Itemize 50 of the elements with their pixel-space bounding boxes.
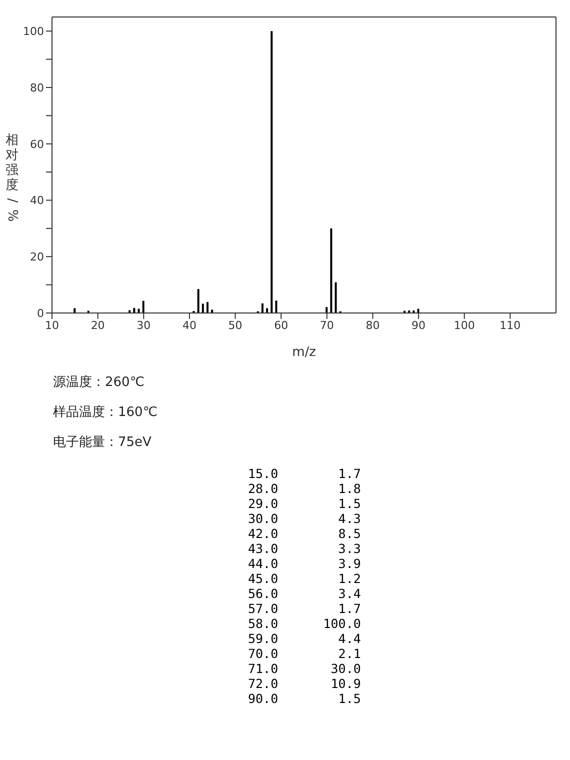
bar bbox=[74, 308, 76, 313]
text: 45.0 1.2 bbox=[248, 571, 362, 586]
text: 57.0 1.7 bbox=[248, 601, 362, 616]
y-tick-label: 100 bbox=[23, 25, 44, 38]
y-tick-label: 20 bbox=[30, 250, 44, 264]
bar bbox=[275, 300, 278, 313]
y-tick-label: 60 bbox=[30, 138, 44, 151]
text: 43.0 3.3 bbox=[248, 541, 362, 556]
bar bbox=[266, 308, 268, 313]
text: 70.0 2.1 bbox=[248, 646, 362, 661]
text: 样品温度：160℃ bbox=[53, 404, 158, 422]
text: 源温度：260℃ bbox=[53, 374, 146, 392]
text: 58.0 100.0 bbox=[248, 616, 362, 631]
x-tick-label: 70 bbox=[320, 318, 334, 332]
text: 42.0 8.5 bbox=[248, 526, 362, 541]
y-tick-label: 80 bbox=[30, 81, 44, 94]
bar bbox=[270, 31, 273, 313]
text: 29.0 1.5 bbox=[248, 496, 362, 511]
bar bbox=[261, 303, 264, 313]
bar bbox=[334, 282, 337, 313]
text: 72.0 10.9 bbox=[248, 676, 362, 691]
x-tick-label: 40 bbox=[182, 318, 196, 332]
x-tick-label: 60 bbox=[274, 318, 288, 332]
text: 电子能量：75eV bbox=[53, 434, 152, 452]
text: 71.0 30.0 bbox=[248, 661, 362, 676]
x-axis-title: m/z bbox=[292, 345, 316, 360]
bar bbox=[142, 300, 144, 313]
text: 44.0 3.9 bbox=[248, 556, 362, 571]
bar bbox=[197, 289, 200, 313]
bar bbox=[206, 302, 208, 313]
text: 30.0 4.3 bbox=[248, 511, 362, 526]
text: 15.0 1.7 bbox=[248, 466, 362, 481]
y-axis-title: 相对强度/% bbox=[4, 133, 20, 224]
text: 90.0 1.5 bbox=[248, 691, 362, 706]
x-tick-label: 20 bbox=[90, 318, 105, 332]
text: 56.0 3.4 bbox=[248, 586, 362, 601]
y-tick-label: 0 bbox=[37, 306, 44, 320]
bar bbox=[202, 304, 204, 313]
x-tick-label: 10 bbox=[45, 318, 59, 332]
x-tick-label: 100 bbox=[454, 318, 475, 332]
x-tick-label: 110 bbox=[500, 318, 521, 332]
x-tick-label: 80 bbox=[366, 318, 380, 332]
x-tick-label: 50 bbox=[228, 318, 242, 332]
bar bbox=[326, 307, 328, 313]
x-tick-label: 30 bbox=[136, 318, 151, 332]
x-tick-label: 90 bbox=[412, 318, 426, 332]
text: 28.0 1.8 bbox=[248, 481, 362, 496]
bar bbox=[330, 228, 332, 313]
text: 59.0 4.4 bbox=[248, 631, 362, 646]
y-tick-label: 40 bbox=[30, 194, 44, 208]
